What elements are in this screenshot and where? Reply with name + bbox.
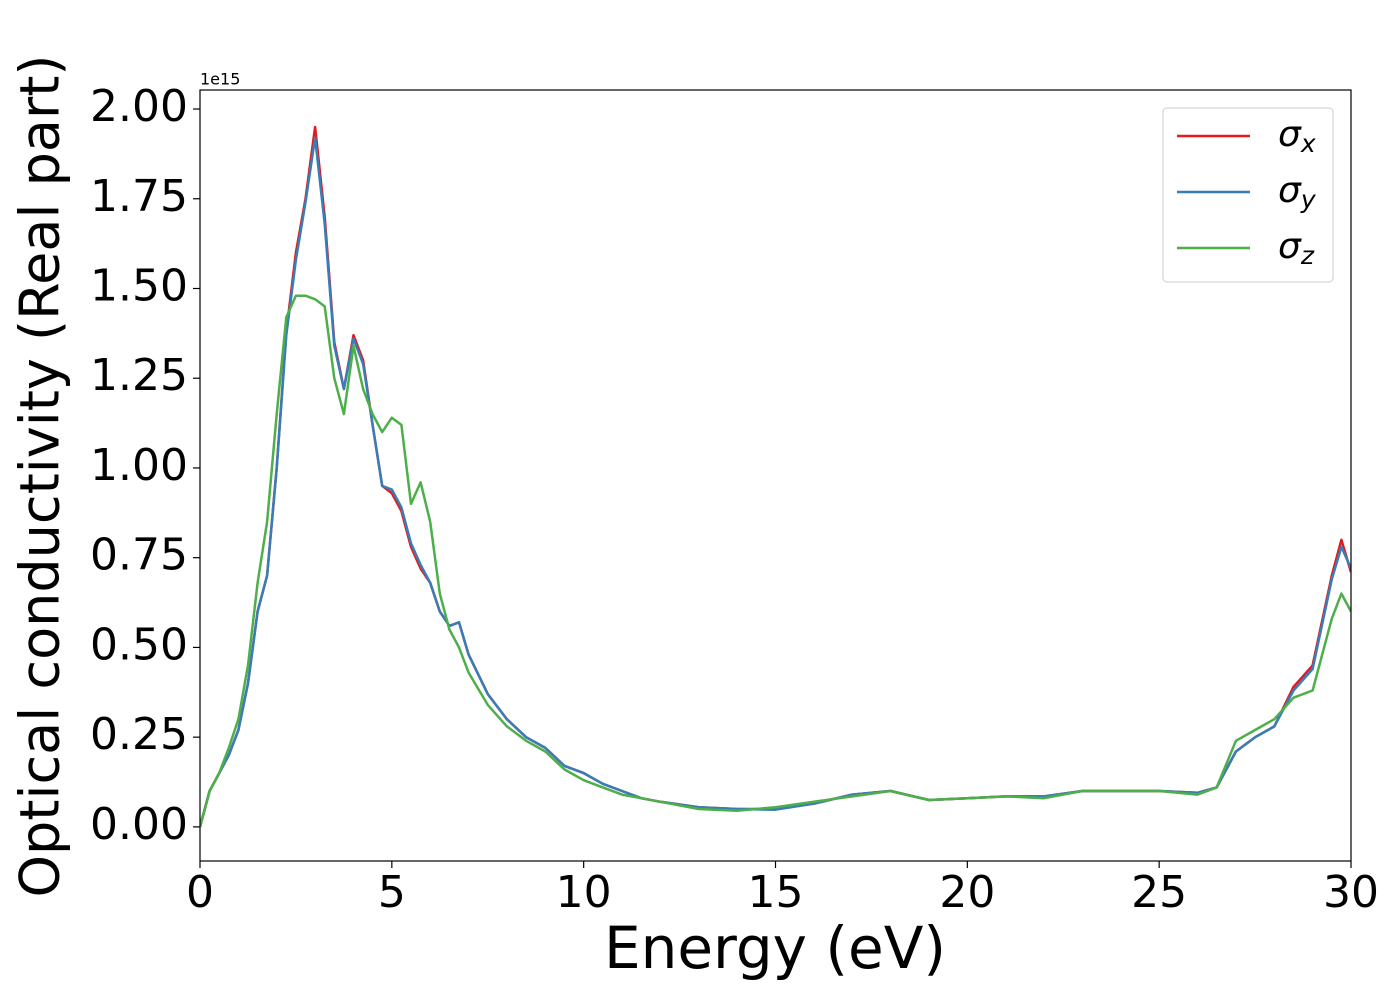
legend-label: σy [1278,170,1317,214]
legend-label: σz [1278,226,1315,270]
legend-subscript: y [1300,185,1317,214]
x-axis-label: Energy (eV) [604,914,946,982]
x-tick-label: 0 [186,867,214,918]
y-tick-label: 1.75 [90,171,188,222]
y-tick-label: 0.00 [90,799,188,850]
x-tick-label: 10 [556,867,612,918]
y-tick-label: 1.50 [90,260,188,311]
y-tick-label: 1.00 [90,440,188,491]
legend-box [1162,107,1334,283]
plot-frame [199,89,1352,862]
x-tick-label: 20 [939,867,995,918]
legend-symbol: σ [1278,226,1302,267]
y-tick-label: 0.75 [90,530,188,581]
legend-symbol: σ [1278,114,1302,155]
y-tick-label: 2.00 [90,81,188,132]
x-tick-label: 30 [1323,867,1379,918]
y-tick-label: 0.50 [90,619,188,670]
legend-subscript: x [1300,129,1316,158]
y-axis-label: Optical conductivity (Real part) [9,55,72,898]
series-line [200,294,1351,828]
x-tick-label: 15 [748,867,804,918]
legend-label: σx [1278,114,1316,158]
offset-label: 1e15 [200,70,240,89]
y-tick-label: 0.25 [90,709,188,760]
legend-subscript: z [1300,241,1315,270]
legend-symbol: σ [1278,170,1302,211]
x-tick-label: 25 [1131,867,1187,918]
x-tick-label: 5 [378,867,406,918]
y-tick-label: 1.25 [90,350,188,401]
